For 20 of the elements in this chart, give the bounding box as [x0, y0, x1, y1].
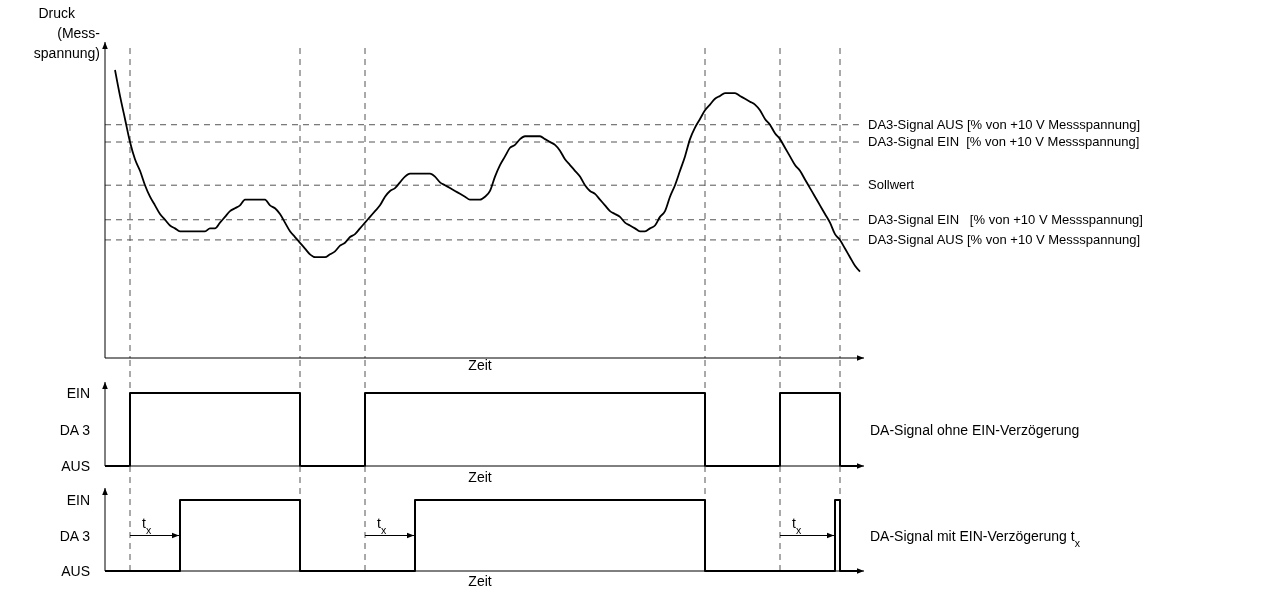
annotation: t$_{x}$	[377, 514, 387, 536]
text: EIN	[66, 492, 90, 508]
x-axis-title: Zeit	[468, 357, 492, 373]
ref-line-label: Sollwert	[868, 177, 915, 193]
annotation: t$_{x}$	[792, 514, 802, 536]
text: DA-Signal ohne EIN-Verzögerung	[870, 421, 1080, 438]
ref-line-label: DA3-Signal AUS [% von +10 V Messspannung]	[868, 231, 1141, 247]
y-axis-title: DA 3	[59, 527, 91, 544]
text: AUS	[61, 458, 90, 474]
y-axis-title: DA 3	[59, 421, 91, 438]
text: EIN	[66, 385, 90, 401]
ref-line-label: DA3-Signal EIN [% von +10 V Messspannung]	[868, 211, 1143, 227]
ref-line-label: DA3-Signal EIN [% von +10 V Messspannung]	[868, 134, 1140, 149]
text: AUS	[61, 563, 90, 579]
x-axis-title: Zeit	[468, 469, 492, 485]
annotation: t$_{x}$	[142, 514, 152, 536]
x-axis-title: Zeit	[468, 573, 492, 589]
ref-line-label: DA3-Signal AUS [% von +10 V Messspannung]	[868, 116, 1141, 132]
y-axis-title: Druck (Mess- spannung)	[33, 5, 101, 61]
text: DA-Signal mit EIN-Verzögerung t$_{x}$	[870, 527, 1081, 549]
